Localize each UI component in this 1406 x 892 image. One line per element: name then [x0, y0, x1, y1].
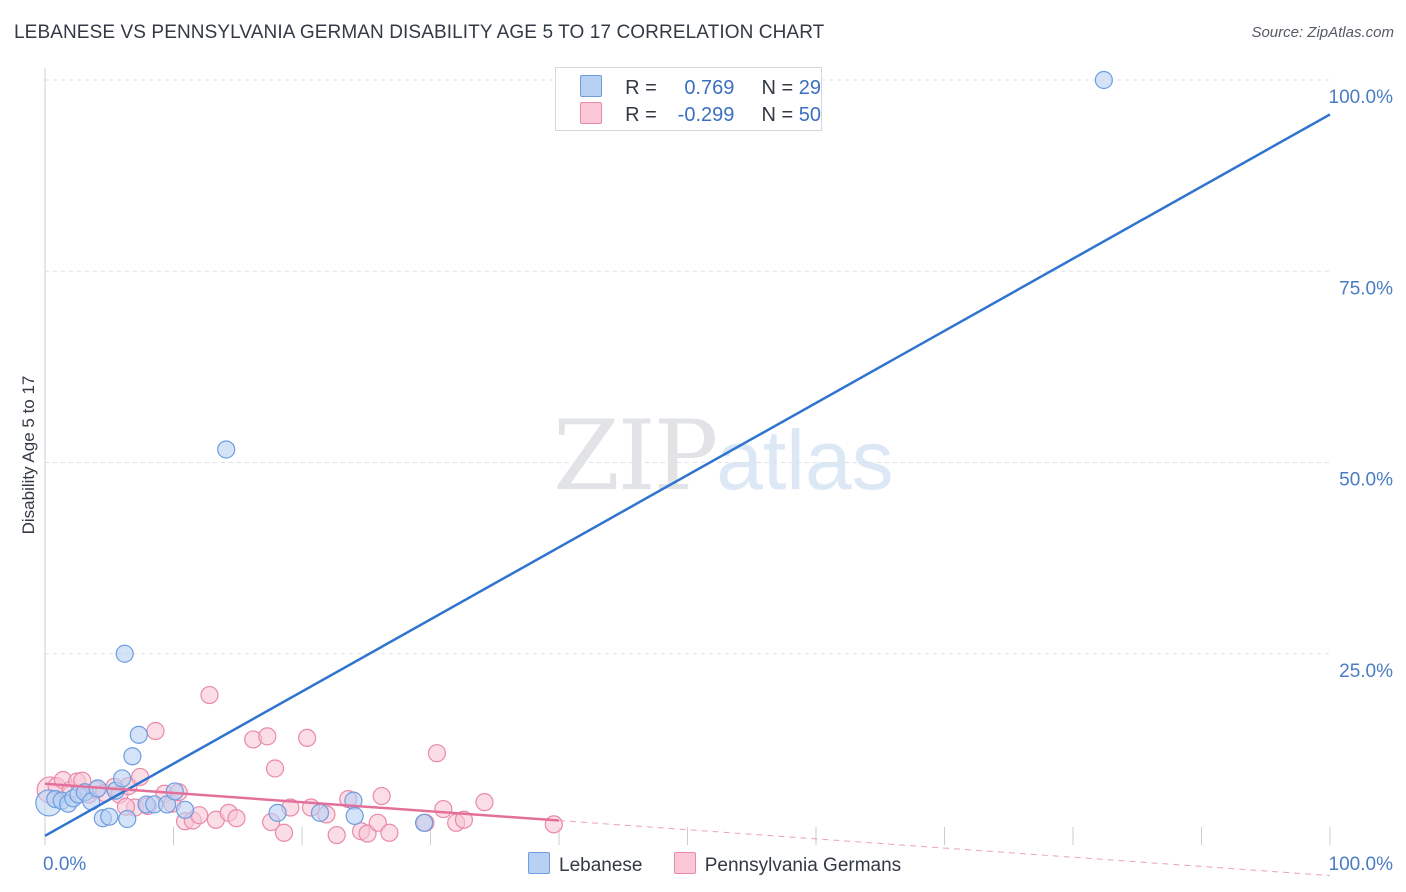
legend-row-lebanese: R = 0.769 N = 29: [580, 75, 821, 99]
bottom-legend-pennsylvania-germans[interactable]: Pennsylvania Germans: [673, 852, 902, 877]
watermark: ZIPatlas: [553, 400, 894, 512]
legend-n-value: 50: [798, 104, 821, 126]
pennsylvania-germans-point: [227, 809, 246, 828]
source-label: Source: ZipAtlas.com: [1251, 24, 1394, 41]
y-tick-label: 25.0%: [1339, 661, 1393, 682]
lebanese-point: [310, 803, 330, 822]
lebanese-point: [414, 813, 434, 832]
lebanese-trend-line: [44, 113, 1331, 837]
lebanese-point: [345, 806, 364, 826]
bottom-legend-label-lebanese: Lebanese: [559, 855, 643, 876]
lebanese-point: [112, 769, 132, 788]
x-tick-label-max: 100.0%: [1329, 854, 1394, 875]
pennsylvania-germans-point: [298, 728, 317, 748]
lebanese-point: [118, 809, 137, 829]
y-tick-label: 75.0%: [1339, 278, 1393, 299]
lebanese-point: [115, 644, 134, 663]
pennsylvania-germans-point: [368, 813, 387, 832]
pennsylvania-germans-point: [372, 786, 391, 806]
y-tick-label: 50.0%: [1339, 470, 1393, 491]
pennsylvania-germans-point: [434, 799, 453, 819]
legend-n-label: N =: [761, 104, 799, 126]
pennsylvania-germans-point: [265, 759, 285, 778]
legend-n-value: 29: [798, 77, 821, 99]
bottom-legend-swatch-pennsylvania-germans: [673, 852, 696, 874]
y-axis-title: Disability Age 5 to 17: [19, 376, 38, 535]
pennsylvania-germans-trend-line: [44, 782, 560, 822]
bottom-legend-label-pennsylvania-germans: Pennsylvania Germans: [704, 855, 902, 876]
pennsylvania-germans-trend-extension: [558, 820, 1331, 877]
legend-r-label: R =: [625, 77, 663, 99]
pennsylvania-germans-point: [327, 825, 346, 845]
lebanese-point: [123, 747, 142, 766]
legend-row-pennsylvania-germans: R = -0.299 N = 50: [580, 102, 821, 126]
pennsylvania-germans-point: [380, 823, 399, 842]
lebanese-point: [100, 807, 119, 826]
lebanese-point: [268, 803, 287, 822]
legend-r-value: 0.769: [684, 77, 735, 99]
lebanese-point: [1094, 70, 1113, 90]
pennsylvania-germans-point: [200, 685, 219, 705]
pennsylvania-germans-point: [146, 721, 165, 741]
bottom-legend: Lebanese Pennsylvania Germans: [528, 852, 927, 877]
legend-swatch-lebanese: [580, 75, 602, 97]
legend-swatch-pennsylvania-germans: [580, 102, 602, 124]
pennsylvania-germans-point: [544, 815, 563, 834]
lebanese-point: [217, 440, 236, 459]
lebanese-point: [175, 800, 195, 819]
bottom-legend-swatch-lebanese: [528, 852, 550, 874]
pennsylvania-germans-point: [427, 744, 447, 763]
chart-title: LEBANESE VS PENNSYLVANIA GERMAN DISABILI…: [14, 22, 825, 43]
pennsylvania-germans-point: [475, 793, 494, 812]
watermark-zip: ZIP: [553, 400, 718, 512]
legend-n-label: N =: [761, 77, 799, 99]
x-tick-label-min: 0.0%: [43, 854, 86, 875]
lebanese-point: [129, 725, 148, 744]
legend-r-label: R =: [625, 104, 663, 126]
y-tick-label: 100.0%: [1329, 87, 1394, 108]
pennsylvania-germans-point: [274, 823, 294, 842]
legend-box: R = 0.769 N = 29 R = -0.299 N = 50: [555, 67, 822, 131]
bottom-legend-lebanese[interactable]: Lebanese: [528, 852, 642, 877]
pennsylvania-germans-point: [258, 727, 277, 746]
pennsylvania-germans-point: [454, 810, 474, 829]
watermark-atlas: atlas: [716, 413, 894, 507]
legend-r-value: -0.299: [677, 104, 735, 126]
